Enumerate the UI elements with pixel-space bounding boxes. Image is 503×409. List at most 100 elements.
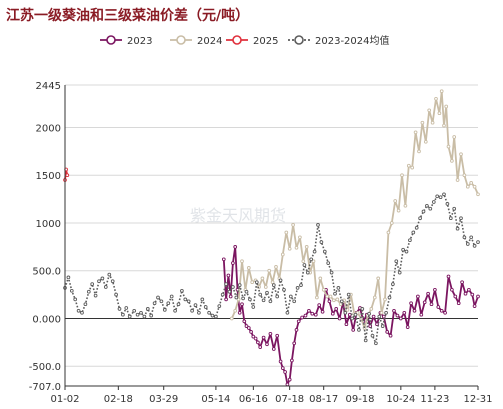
data-point-savg [476, 240, 480, 244]
data-point-s2024 [462, 173, 467, 178]
data-point-s2024 [417, 149, 421, 154]
y-tick-label: 1000 [36, 219, 61, 230]
data-point-savg [459, 216, 463, 221]
data-point-savg [254, 280, 259, 285]
data-point-savg [80, 310, 84, 315]
data-point-s2024 [476, 192, 480, 197]
chart-legend[interactable]: 2023 2024 2025 2023-2024均值 [100, 34, 390, 47]
data-point-s2024 [442, 123, 446, 128]
data-point-s2023 [300, 315, 304, 320]
data-point-s2023 [307, 308, 311, 313]
data-point-savg [391, 282, 395, 286]
data-point-savg [142, 314, 147, 319]
data-point-savg [152, 301, 157, 306]
data-point-savg [193, 303, 198, 307]
data-point-savg [425, 203, 429, 208]
data-point-s2023 [470, 292, 475, 297]
data-point-savg [93, 293, 98, 298]
data-point-s2023 [258, 345, 263, 349]
data-point-savg [374, 341, 378, 346]
data-point-s2024 [311, 259, 316, 264]
data-point-s2024 [376, 276, 381, 281]
legend-item-s2025[interactable]: 2025 [226, 35, 278, 47]
legend-item-s2024[interactable]: 2024 [170, 35, 222, 47]
data-point-savg [197, 310, 201, 315]
data-point-savg [455, 226, 460, 231]
data-point-s2024 [318, 276, 323, 281]
data-point-savg [203, 305, 208, 309]
data-point-s2023 [472, 304, 477, 308]
data-point-s2023 [280, 366, 285, 370]
data-point-savg [370, 333, 375, 338]
data-point-s2023 [443, 310, 447, 315]
data-point-s2023 [271, 347, 276, 351]
data-point-s2023 [398, 316, 403, 321]
data-point-savg [275, 294, 280, 299]
data-point-s2024 [332, 298, 336, 303]
data-point-s2024 [386, 230, 391, 235]
data-point-s2023 [436, 305, 441, 309]
data-point-s2024 [410, 165, 415, 170]
x-tick-label: 08-17 [309, 394, 338, 405]
data-point-savg [271, 283, 276, 287]
data-point-s2024 [383, 297, 387, 302]
x-tick-label: 07-18 [275, 394, 304, 405]
legend-item-s2023[interactable]: 2023 [100, 35, 152, 47]
data-point-s2023 [244, 324, 249, 328]
data-point-savg [394, 259, 399, 264]
data-point-savg [207, 310, 211, 315]
y-tick-label: 2000 [36, 123, 61, 134]
data-point-savg [169, 294, 174, 299]
data-point-savg [472, 244, 477, 248]
data-point-savg [343, 310, 348, 315]
data-point-s2023 [453, 294, 458, 299]
data-point-savg [121, 312, 125, 317]
data-point-s2024 [427, 108, 432, 113]
data-point-savg [360, 307, 365, 311]
legend-item-savg[interactable]: 2023-2024均值 [288, 34, 390, 47]
legend-label: 2025 [253, 36, 278, 47]
watermark-text: 紫金天风期货 [190, 206, 286, 225]
data-point-s2023 [320, 309, 325, 314]
data-point-savg [438, 195, 443, 200]
data-point-savg [214, 314, 218, 319]
data-point-s2023 [344, 322, 349, 327]
data-point-s2024 [423, 139, 428, 144]
data-point-s2024 [335, 297, 340, 302]
data-point-s2023 [261, 335, 266, 340]
data-point-s2024 [294, 245, 299, 250]
x-tick-label: 10-24 [386, 394, 415, 405]
data-point-s2024 [304, 245, 309, 249]
data-point-s2024 [233, 308, 238, 313]
data-point-s2024 [345, 308, 350, 312]
data-point-savg [295, 286, 300, 290]
data-point-savg [173, 308, 177, 313]
data-point-savg [384, 310, 388, 315]
data-point-s2024 [284, 230, 289, 235]
data-point-s2023 [237, 310, 242, 315]
data-point-s2023 [256, 340, 260, 345]
y-tick-label: -500.0 [29, 362, 61, 373]
data-point-s2024 [444, 104, 449, 109]
data-point-s2024 [328, 294, 333, 299]
data-point-savg [97, 279, 101, 284]
data-point-savg [404, 249, 409, 254]
data-point-savg [83, 302, 88, 307]
x-tick-label: 01-02 [50, 394, 79, 405]
data-point-savg [248, 297, 252, 302]
y-tick-label: 0.000 [32, 314, 61, 325]
data-point-s2023 [313, 312, 318, 317]
data-point-s2023 [476, 294, 480, 299]
data-point-s2023 [246, 326, 251, 330]
data-point-s2023 [296, 319, 301, 324]
data-point-s2023 [224, 297, 228, 302]
data-point-savg [200, 297, 205, 302]
legend-marker [232, 35, 242, 45]
data-point-s2024 [434, 96, 438, 101]
data-point-s2023 [429, 302, 434, 307]
data-point-savg [234, 295, 239, 300]
data-point-s2023 [412, 308, 417, 313]
data-point-savg [90, 282, 95, 286]
data-point-s2023 [294, 328, 299, 332]
